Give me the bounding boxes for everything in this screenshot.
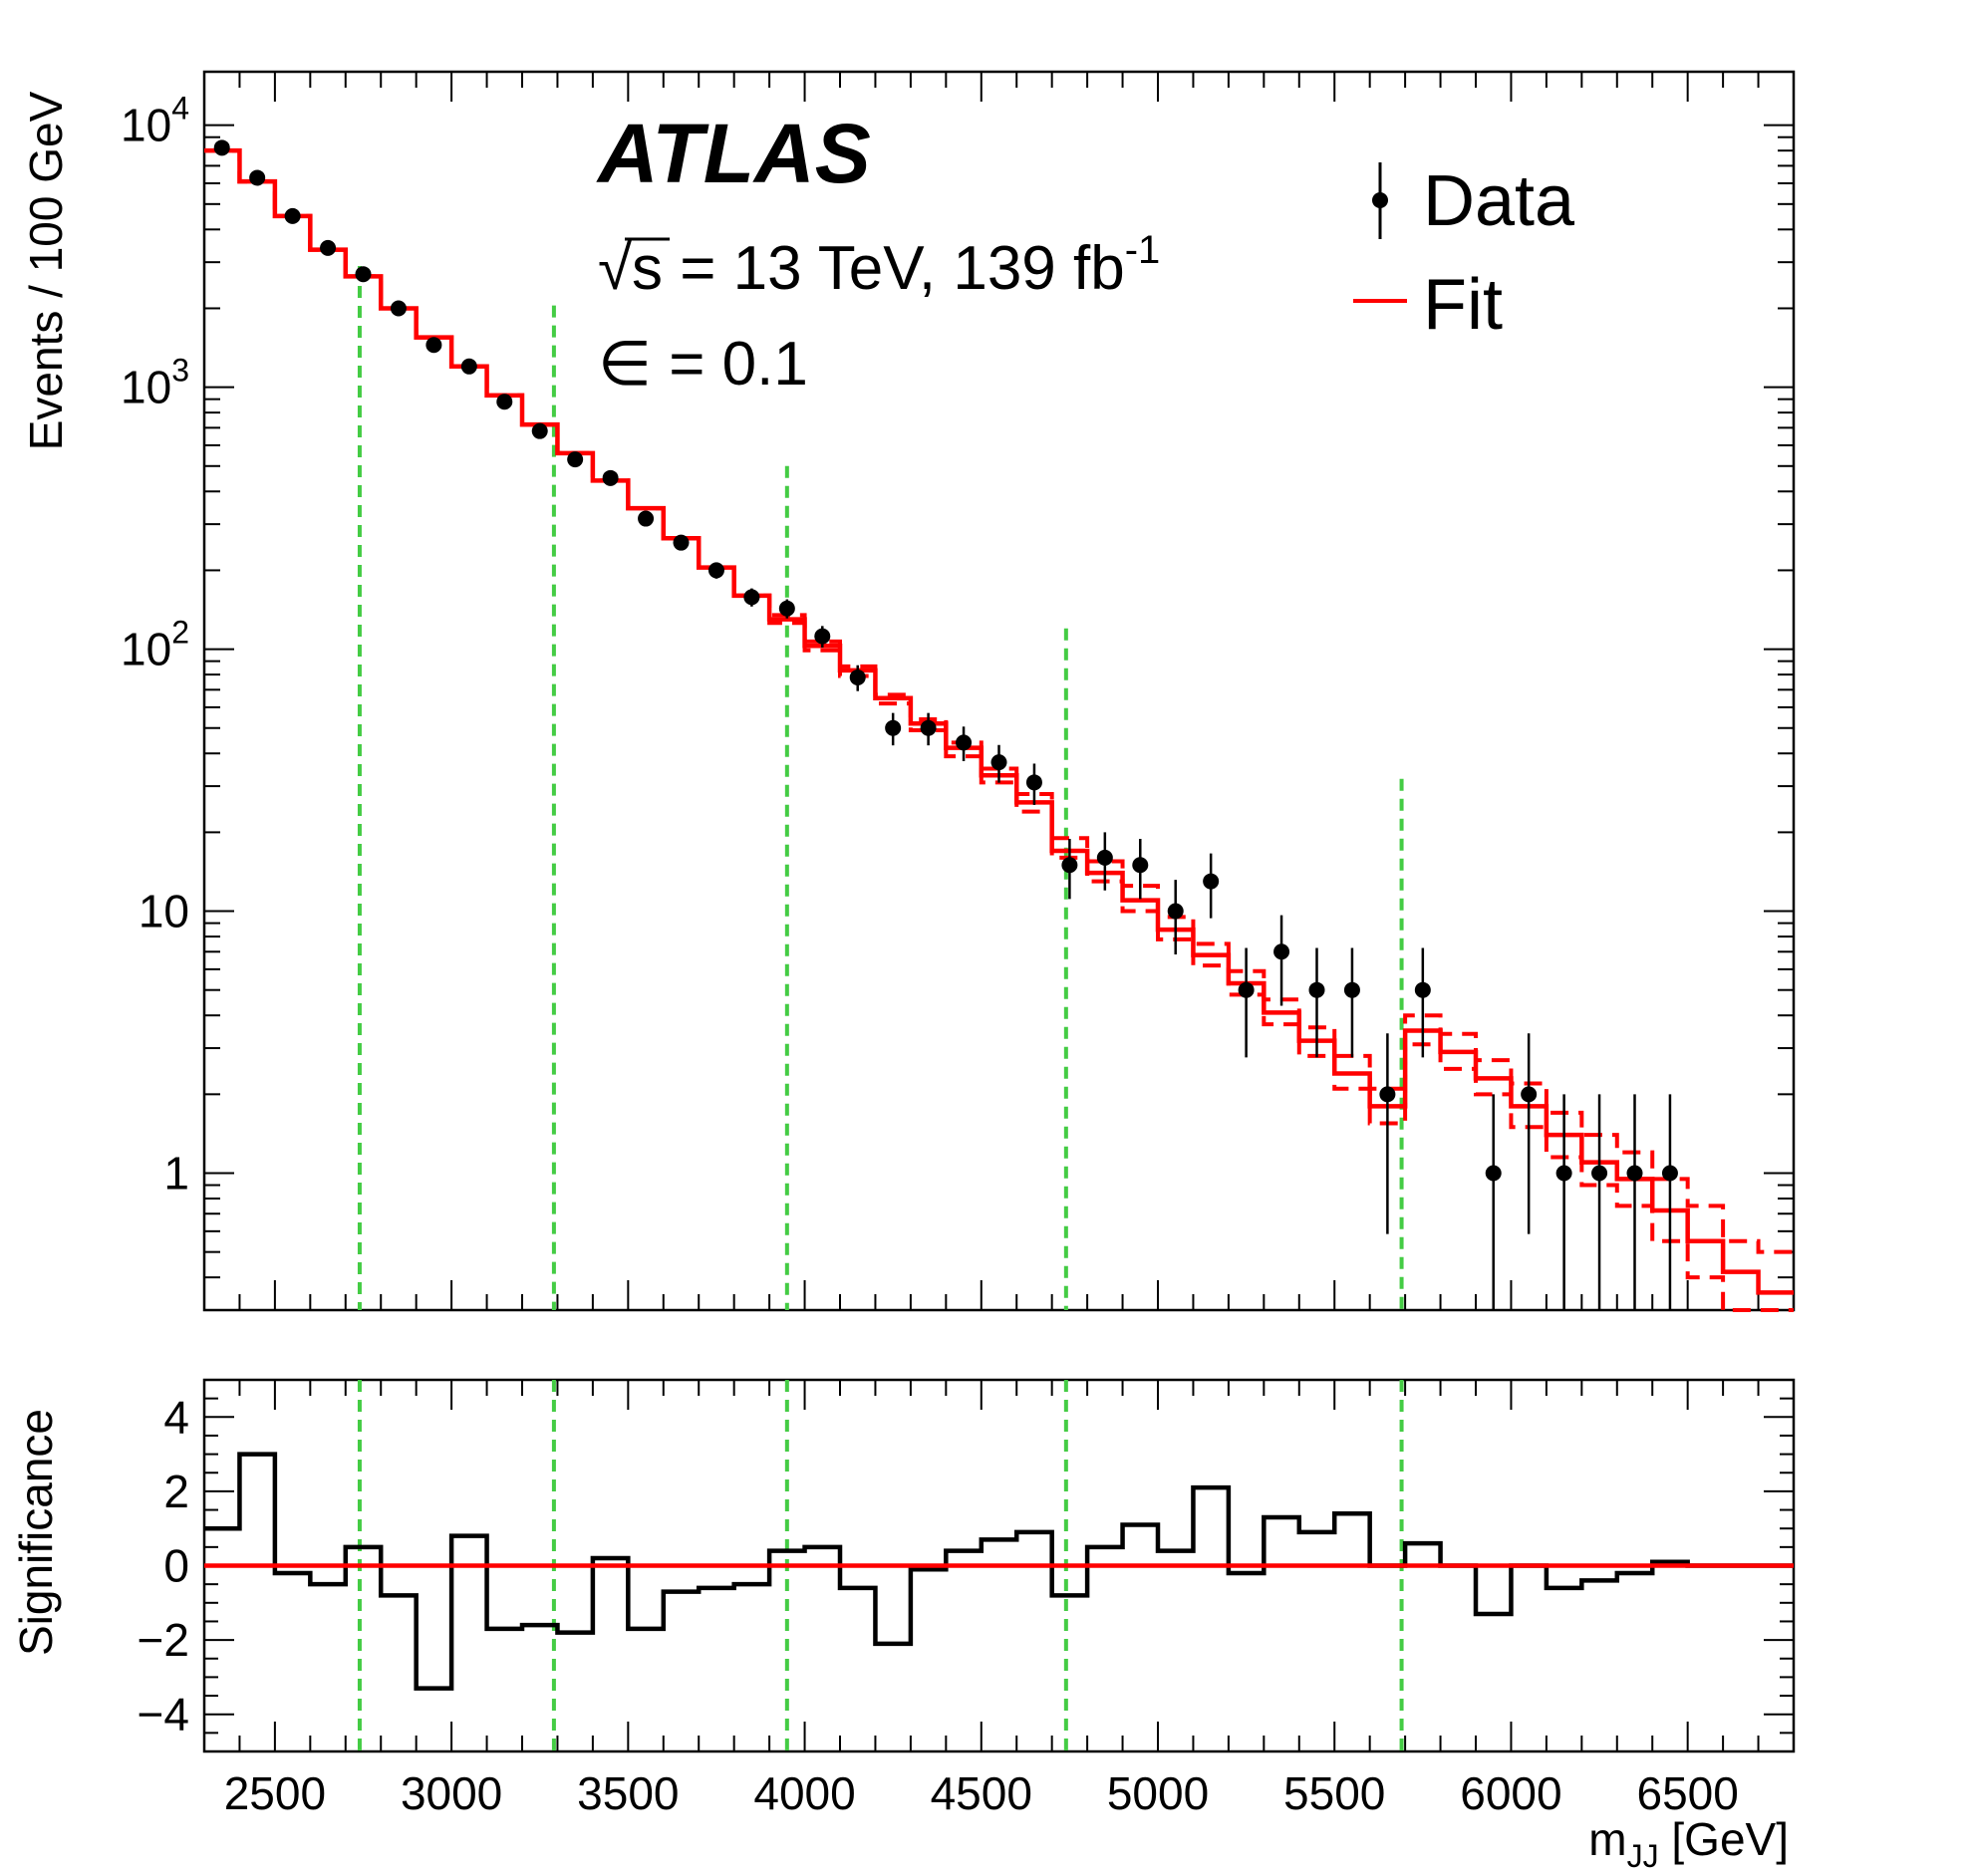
- data-point: [460, 358, 477, 375]
- data-point: [1096, 849, 1113, 866]
- data-point: [1661, 1165, 1678, 1182]
- data-point: [1626, 1165, 1643, 1182]
- data-point: [1061, 857, 1078, 874]
- main-y-tick-label-exponent: 3: [171, 353, 189, 389]
- main-y-tick-label-base: 1: [163, 1148, 189, 1200]
- x-tick-label: 6000: [1460, 1767, 1561, 1819]
- main-y-tick-label-exponent: 2: [171, 615, 189, 651]
- data-point: [390, 300, 407, 317]
- data-point: [1238, 981, 1255, 998]
- legend-fit-label: Fit: [1423, 265, 1503, 345]
- data-point: [638, 510, 655, 527]
- x-axis-title-units: [GeV]: [1659, 1813, 1789, 1865]
- significance-step: [204, 1452, 1794, 1691]
- data-point: [778, 600, 795, 617]
- ratio-y-tick-label: −4: [138, 1689, 189, 1741]
- data-point: [602, 469, 619, 486]
- main-y-tick-label: 102: [121, 615, 189, 675]
- data-point: [1167, 903, 1184, 920]
- main-y-tick-label-base: 10: [121, 362, 171, 413]
- data-point: [885, 719, 902, 736]
- main-y-tick-label: 104: [121, 91, 189, 151]
- x-tick-label: 4000: [753, 1767, 855, 1819]
- data-point: [673, 534, 690, 551]
- data-point: [920, 719, 937, 736]
- ratio-panel: 4 2 0 −2 −4 2500 3000 3500 4000 4500 5000 5500 6000 6…: [138, 1378, 1796, 1819]
- ratio-y-tick-label: 4: [163, 1391, 189, 1443]
- x-tick-label: 2500: [224, 1767, 326, 1819]
- main-y-tick-label-base: 10: [139, 886, 189, 938]
- legend-data-marker: [1372, 192, 1388, 208]
- data-point: [707, 562, 724, 579]
- main-y-tick-label-base: 10: [121, 624, 171, 675]
- x-tick-label: 5000: [1107, 1767, 1209, 1819]
- data-point: [743, 589, 760, 606]
- legend-data-label: Data: [1423, 161, 1575, 241]
- ratio-y-tick-label: 2: [163, 1466, 189, 1517]
- data-point: [320, 239, 337, 256]
- data-point: [1591, 1165, 1608, 1182]
- x-tick-label: 3000: [401, 1767, 502, 1819]
- x-tick-label: 4500: [931, 1767, 1032, 1819]
- atlas-label: ATLAS: [596, 107, 871, 200]
- x-tick-label: 3500: [577, 1767, 679, 1819]
- main-frame: [202, 70, 1796, 1312]
- data-point: [1132, 857, 1149, 874]
- fit-band-upper: [204, 148, 1794, 1254]
- data-point: [1273, 943, 1290, 960]
- data-point: [249, 169, 266, 186]
- data-point: [849, 669, 866, 685]
- x-tick-label: 5500: [1283, 1767, 1385, 1819]
- main-y-tick-label: 103: [121, 353, 189, 413]
- main-y-tick-label-base: 10: [121, 100, 171, 151]
- epsilon-label: ∈ = 0.1: [598, 330, 808, 399]
- energy-label-sup: -1: [1125, 228, 1161, 272]
- main-y-axis-title: Events / 100 GeV: [20, 91, 72, 450]
- data-point: [1555, 1165, 1572, 1182]
- data-point: [531, 422, 548, 439]
- ratio-y-axis-title: Significance: [10, 1409, 62, 1656]
- data-point: [1343, 981, 1360, 998]
- data-point: [990, 754, 1007, 771]
- x-tick-label: 6500: [1636, 1767, 1738, 1819]
- data-point: [284, 207, 301, 224]
- x-axis-title-sub: JJ: [1627, 1838, 1659, 1874]
- legend: Data Fit: [1353, 161, 1575, 345]
- data-point: [1379, 1086, 1396, 1103]
- data-point: [814, 628, 831, 645]
- main-y-tick-label: 10: [139, 886, 189, 938]
- x-axis-title-main: m: [1588, 1813, 1626, 1865]
- ratio-y-tick-label: 0: [163, 1540, 189, 1592]
- data-point: [1414, 981, 1431, 998]
- fit-line: [204, 147, 1794, 1295]
- data-point: [213, 139, 230, 156]
- data-point: [567, 451, 584, 468]
- svg-text:√s = 13 TeV, 139 fb-1: √s = 13 TeV, 139 fb-1: [598, 228, 1160, 303]
- energy-label-text: √s = 13 TeV, 139 fb: [598, 234, 1125, 303]
- energy-label: √s = 13 TeV, 139 fb-1: [598, 228, 1160, 303]
- x-axis-title: mJJ [GeV]: [1588, 1813, 1789, 1874]
- main-y-tick-label: 1: [163, 1148, 189, 1200]
- data-point: [1025, 774, 1042, 791]
- data-point: [496, 394, 513, 410]
- data-point: [1485, 1165, 1502, 1182]
- data-point: [956, 734, 973, 751]
- data-point: [1308, 981, 1325, 998]
- main-y-tick-label-exponent: 4: [171, 91, 189, 127]
- data-point: [1521, 1086, 1538, 1103]
- ratio-y-tick-label: −2: [138, 1614, 189, 1666]
- data-point: [1203, 873, 1220, 890]
- data-point: [425, 337, 442, 354]
- data-point: [355, 266, 372, 283]
